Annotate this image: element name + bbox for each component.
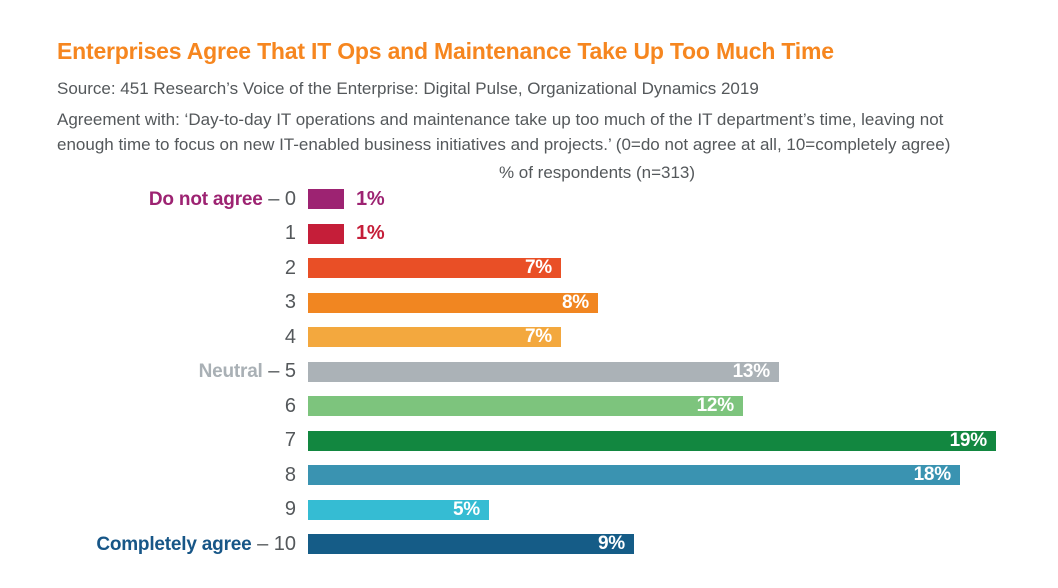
bar: 7% bbox=[308, 257, 561, 278]
bar-row: 8 18% bbox=[0, 464, 996, 487]
category-label: 9 bbox=[0, 498, 296, 521]
category-number: 6 bbox=[284, 394, 296, 417]
value-label: 5% bbox=[452, 498, 480, 520]
category-label: 4 bbox=[0, 326, 296, 349]
chart-description-line2: enough time to focus on new IT-enabled b… bbox=[57, 135, 951, 154]
bar-chart: Do not agree – 0 1% 1 1% 2 7% 3 8% 4 7% Neutral – … bbox=[0, 187, 996, 556]
category-label: Do not agree – 0 bbox=[0, 188, 296, 211]
bar-row: 4 7% bbox=[0, 326, 996, 349]
bar-track: 9% bbox=[308, 533, 634, 554]
category-number: 4 bbox=[284, 325, 296, 348]
category-label: 3 bbox=[0, 291, 296, 314]
bar bbox=[308, 223, 344, 244]
bar-track: 1% bbox=[308, 222, 385, 244]
value-label: 12% bbox=[696, 395, 735, 416]
category-label: 1 bbox=[0, 222, 296, 245]
category-number: 7 bbox=[284, 429, 296, 451]
value-label: 7% bbox=[524, 257, 552, 278]
value-label: 7% bbox=[524, 326, 552, 347]
category-number: – 5 bbox=[262, 360, 296, 382]
value-label: 8% bbox=[561, 291, 589, 313]
bar-track: 1% bbox=[308, 187, 385, 210]
axis-caption: % of respondents (n=313) bbox=[498, 163, 696, 182]
value-label: 1% bbox=[356, 222, 385, 244]
category-label: 6 bbox=[0, 395, 296, 418]
category-label: 2 bbox=[0, 257, 296, 280]
bar-row: Neutral – 5 13% bbox=[0, 360, 996, 383]
bar-row: 3 8% bbox=[0, 291, 996, 314]
bar-track: 18% bbox=[308, 464, 960, 485]
bar: 19% bbox=[308, 429, 996, 451]
bar-track: 7% bbox=[308, 257, 561, 278]
category-number: 1 bbox=[284, 222, 296, 244]
bar: 7% bbox=[308, 326, 561, 347]
category-qualifier: Neutral bbox=[198, 361, 263, 382]
bar: 9% bbox=[308, 533, 634, 554]
category-number: 9 bbox=[284, 498, 296, 520]
value-label: 13% bbox=[732, 360, 771, 382]
category-qualifier: Do not agree bbox=[148, 188, 263, 210]
bar-track: 19% bbox=[308, 429, 996, 451]
bar-track: 7% bbox=[308, 326, 561, 347]
bar-row: 9 5% bbox=[0, 498, 996, 521]
bar: 12% bbox=[308, 395, 743, 416]
category-number: – 0 bbox=[262, 187, 296, 210]
category-number: 3 bbox=[284, 291, 296, 313]
category-qualifier: Completely agree bbox=[96, 533, 252, 555]
bar: 8% bbox=[308, 291, 598, 313]
bar-track: 5% bbox=[308, 498, 489, 520]
bar-track: 13% bbox=[308, 360, 779, 382]
value-label: 1% bbox=[356, 187, 385, 210]
category-label: Completely agree – 10 bbox=[0, 533, 296, 556]
chart-description: Agreement with: ‘Day-to-day IT operation… bbox=[57, 107, 950, 157]
category-label: 7 bbox=[0, 429, 296, 452]
bar-row: 2 7% bbox=[0, 257, 996, 280]
value-label: 19% bbox=[949, 429, 988, 451]
bar-row: 6 12% bbox=[0, 395, 996, 418]
category-label: Neutral – 5 bbox=[0, 360, 296, 383]
value-label: 18% bbox=[913, 464, 952, 485]
bar-row: 1 1% bbox=[0, 222, 996, 245]
value-label: 9% bbox=[597, 533, 625, 554]
bar-track: 12% bbox=[308, 395, 743, 416]
bar-track: 8% bbox=[308, 291, 598, 313]
category-label: 8 bbox=[0, 464, 296, 487]
chart-source: Source: 451 Research’s Voice of the Ente… bbox=[57, 79, 759, 98]
bar-row: 7 19% bbox=[0, 429, 996, 452]
category-number: 8 bbox=[284, 463, 296, 486]
bar-row: Do not agree – 0 1% bbox=[0, 187, 996, 211]
category-number: 2 bbox=[284, 256, 296, 279]
category-number: – 10 bbox=[251, 532, 296, 555]
bar bbox=[308, 189, 344, 209]
bar: 5% bbox=[308, 498, 489, 520]
chart-description-line1: Agreement with: ‘Day-to-day IT operation… bbox=[57, 110, 944, 129]
chart-title: Enterprises Agree That IT Ops and Mainte… bbox=[57, 38, 834, 64]
bar: 13% bbox=[308, 360, 779, 382]
bar-row: Completely agree – 10 9% bbox=[0, 533, 996, 556]
bar: 18% bbox=[308, 464, 960, 485]
